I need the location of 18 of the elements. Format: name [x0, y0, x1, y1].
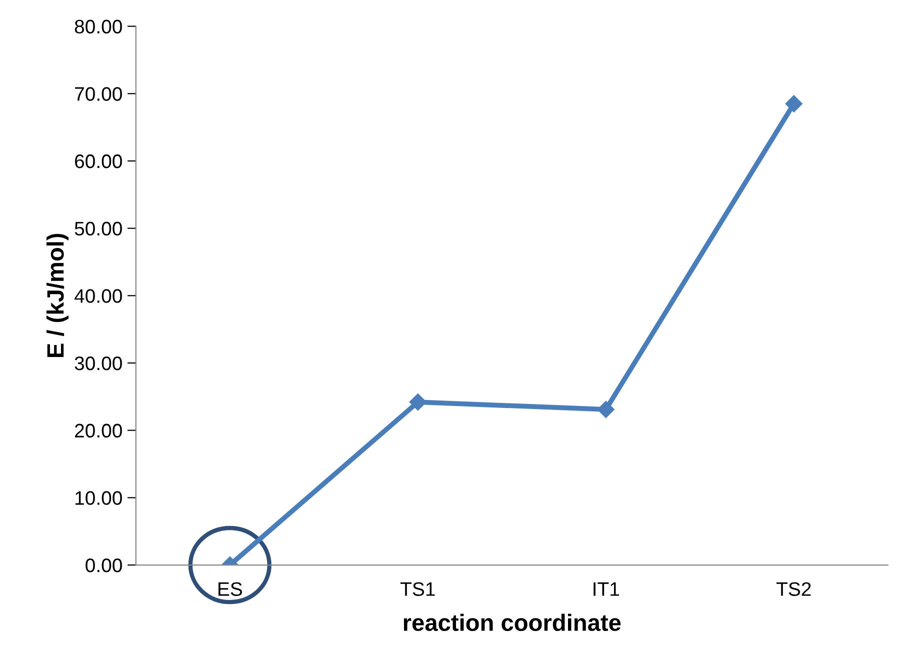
point: [597, 400, 614, 418]
y-tick-label: 70.00: [75, 87, 122, 101]
y-tick-label: 30.00: [74, 356, 122, 370]
x-tick-label: IT1: [594, 582, 619, 596]
y-tick-label: 60.00: [75, 154, 122, 168]
point: [785, 95, 802, 112]
y-tick-label: 10.00: [76, 491, 122, 505]
y-tick-label: 50.00: [74, 222, 122, 236]
y-tick-label: 40.00: [74, 289, 122, 303]
y-tick-label: 20.00: [75, 424, 122, 438]
x-axis-title: reaction coordinate: [404, 614, 621, 632]
y-axis-title: E / (kJ/mol): [46, 234, 68, 358]
x-tick-label: TS2: [776, 582, 811, 596]
point: [409, 394, 426, 411]
y-tick-label: 80.00: [74, 20, 122, 34]
y-tick-label: 0.00: [86, 558, 122, 572]
x-tick-label: TS1: [400, 582, 435, 596]
x-tick-label: ES: [218, 582, 242, 596]
